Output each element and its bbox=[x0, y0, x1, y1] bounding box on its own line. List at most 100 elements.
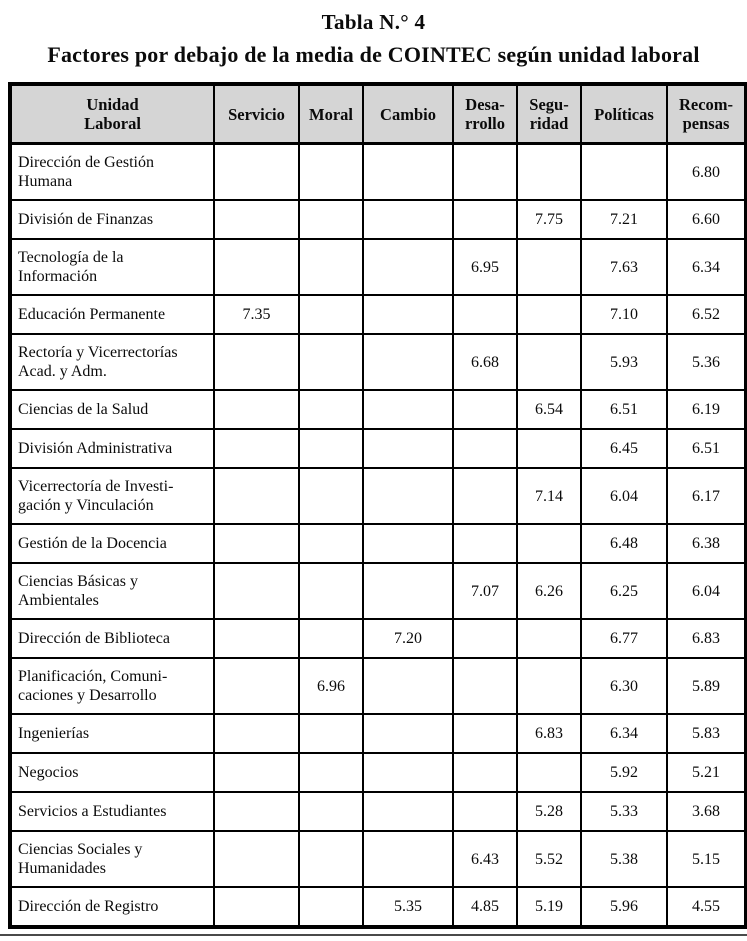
value-cell bbox=[362, 389, 454, 430]
value-cell: 6.25 bbox=[580, 562, 668, 620]
value-cell: 5.21 bbox=[666, 752, 747, 793]
value-cell: 5.89 bbox=[666, 657, 747, 715]
value-cell: 6.51 bbox=[666, 428, 747, 469]
value-cell bbox=[516, 142, 582, 201]
value-cell: 7.21 bbox=[580, 199, 668, 240]
value-cell: 7.63 bbox=[580, 238, 668, 296]
value-cell bbox=[516, 752, 582, 793]
value-cell bbox=[452, 618, 518, 659]
value-cell bbox=[298, 713, 364, 754]
table-row: Planificación, Comuni- caciones y Desarr… bbox=[9, 657, 747, 715]
value-cell bbox=[213, 199, 300, 240]
value-cell: 5.96 bbox=[580, 886, 668, 928]
value-cell: 6.34 bbox=[580, 713, 668, 754]
value-cell: 6.48 bbox=[580, 523, 668, 564]
header-moral: Moral bbox=[298, 83, 364, 145]
table-row: Rectoría y Vicerrectorías Acad. y Adm. 6.… bbox=[9, 333, 747, 391]
value-cell bbox=[452, 713, 518, 754]
unit-name-cell: Ingenierías bbox=[9, 713, 215, 754]
table-row: Vicerrectoría de Investi- gación y Vincu… bbox=[9, 467, 747, 525]
unit-name-cell: División de Finanzas bbox=[9, 199, 215, 240]
value-cell: 6.38 bbox=[666, 523, 747, 564]
unit-name-cell: Ciencias Básicas y Ambientales bbox=[9, 562, 215, 620]
value-cell bbox=[213, 142, 300, 201]
value-cell bbox=[298, 467, 364, 525]
value-cell: 6.04 bbox=[580, 467, 668, 525]
value-cell bbox=[362, 752, 454, 793]
value-cell bbox=[362, 830, 454, 888]
value-cell bbox=[213, 333, 300, 391]
table-row: Ingenierías 6.83 6.34 5.83 bbox=[9, 713, 747, 754]
value-cell bbox=[452, 294, 518, 335]
value-cell bbox=[362, 713, 454, 754]
value-cell bbox=[452, 199, 518, 240]
table-subtitle: Factores por debajo de la media de COINT… bbox=[47, 42, 700, 67]
value-cell: 6.96 bbox=[298, 657, 364, 715]
value-cell bbox=[516, 618, 582, 659]
value-cell bbox=[213, 886, 300, 928]
value-cell bbox=[452, 389, 518, 430]
table-row: División Administrativa 6.45 6.51 bbox=[9, 428, 747, 469]
value-cell bbox=[516, 294, 582, 335]
value-cell bbox=[516, 333, 582, 391]
value-cell bbox=[362, 142, 454, 201]
table-row: Dirección de Registro 5.35 4.85 5.19 5.96 4.5… bbox=[9, 886, 747, 928]
value-cell bbox=[298, 830, 364, 888]
value-cell: 7.07 bbox=[452, 562, 518, 620]
value-cell bbox=[516, 238, 582, 296]
value-cell: 6.80 bbox=[666, 142, 747, 201]
value-cell bbox=[516, 657, 582, 715]
unit-name-cell: Dirección de Gestión Humana bbox=[9, 142, 215, 201]
value-cell: 6.54 bbox=[516, 389, 582, 430]
value-cell bbox=[298, 333, 364, 391]
value-cell: 7.20 bbox=[362, 618, 454, 659]
unit-name-cell: Servicios a Estudiantes bbox=[9, 791, 215, 832]
table-body: Dirección de Gestión Humana 6.80 División … bbox=[9, 142, 747, 928]
value-cell bbox=[298, 562, 364, 620]
value-cell bbox=[452, 467, 518, 525]
table-row: Negocios 5.92 5.21 bbox=[9, 752, 747, 793]
value-cell: 5.33 bbox=[580, 791, 668, 832]
table-row: Servicios a Estudiantes 5.28 5.33 3.68 bbox=[9, 791, 747, 832]
value-cell: 6.83 bbox=[516, 713, 582, 754]
unit-name-cell: Ciencias Sociales y Humanidades bbox=[9, 830, 215, 888]
value-cell: 6.34 bbox=[666, 238, 747, 296]
value-cell: 5.15 bbox=[666, 830, 747, 888]
value-cell bbox=[452, 791, 518, 832]
value-cell: 6.19 bbox=[666, 389, 747, 430]
value-cell: 5.83 bbox=[666, 713, 747, 754]
value-cell: 6.83 bbox=[666, 618, 747, 659]
value-cell: 4.85 bbox=[452, 886, 518, 928]
value-cell bbox=[452, 428, 518, 469]
value-cell: 6.45 bbox=[580, 428, 668, 469]
header-cambio: Cambio bbox=[362, 83, 454, 145]
value-cell bbox=[298, 618, 364, 659]
value-cell: 6.26 bbox=[516, 562, 582, 620]
value-cell bbox=[298, 238, 364, 296]
unit-name-cell: Ciencias de la Salud bbox=[9, 389, 215, 430]
value-cell: 6.52 bbox=[666, 294, 747, 335]
value-cell bbox=[580, 142, 668, 201]
value-cell: 5.93 bbox=[580, 333, 668, 391]
header-row: Unidad Laboral Servicio Moral Cambio Des… bbox=[9, 83, 747, 145]
unit-name-cell: Planificación, Comuni- caciones y Desarr… bbox=[9, 657, 215, 715]
value-cell bbox=[213, 618, 300, 659]
value-cell bbox=[362, 238, 454, 296]
value-cell bbox=[213, 752, 300, 793]
value-cell bbox=[452, 657, 518, 715]
unit-name-cell: Negocios bbox=[9, 752, 215, 793]
value-cell bbox=[298, 752, 364, 793]
value-cell bbox=[452, 523, 518, 564]
value-cell: 5.35 bbox=[362, 886, 454, 928]
value-cell bbox=[298, 886, 364, 928]
table-row: Educación Permanente 7.35 7.10 6.52 bbox=[9, 294, 747, 335]
table-row: Gestión de la Docencia 6.48 6.38 bbox=[9, 523, 747, 564]
value-cell: 7.35 bbox=[213, 294, 300, 335]
value-cell bbox=[516, 428, 582, 469]
value-cell bbox=[362, 657, 454, 715]
value-cell bbox=[298, 428, 364, 469]
header-desarrollo: Desa- rrollo bbox=[452, 83, 518, 145]
value-cell bbox=[362, 467, 454, 525]
value-cell bbox=[298, 389, 364, 430]
value-cell bbox=[298, 294, 364, 335]
